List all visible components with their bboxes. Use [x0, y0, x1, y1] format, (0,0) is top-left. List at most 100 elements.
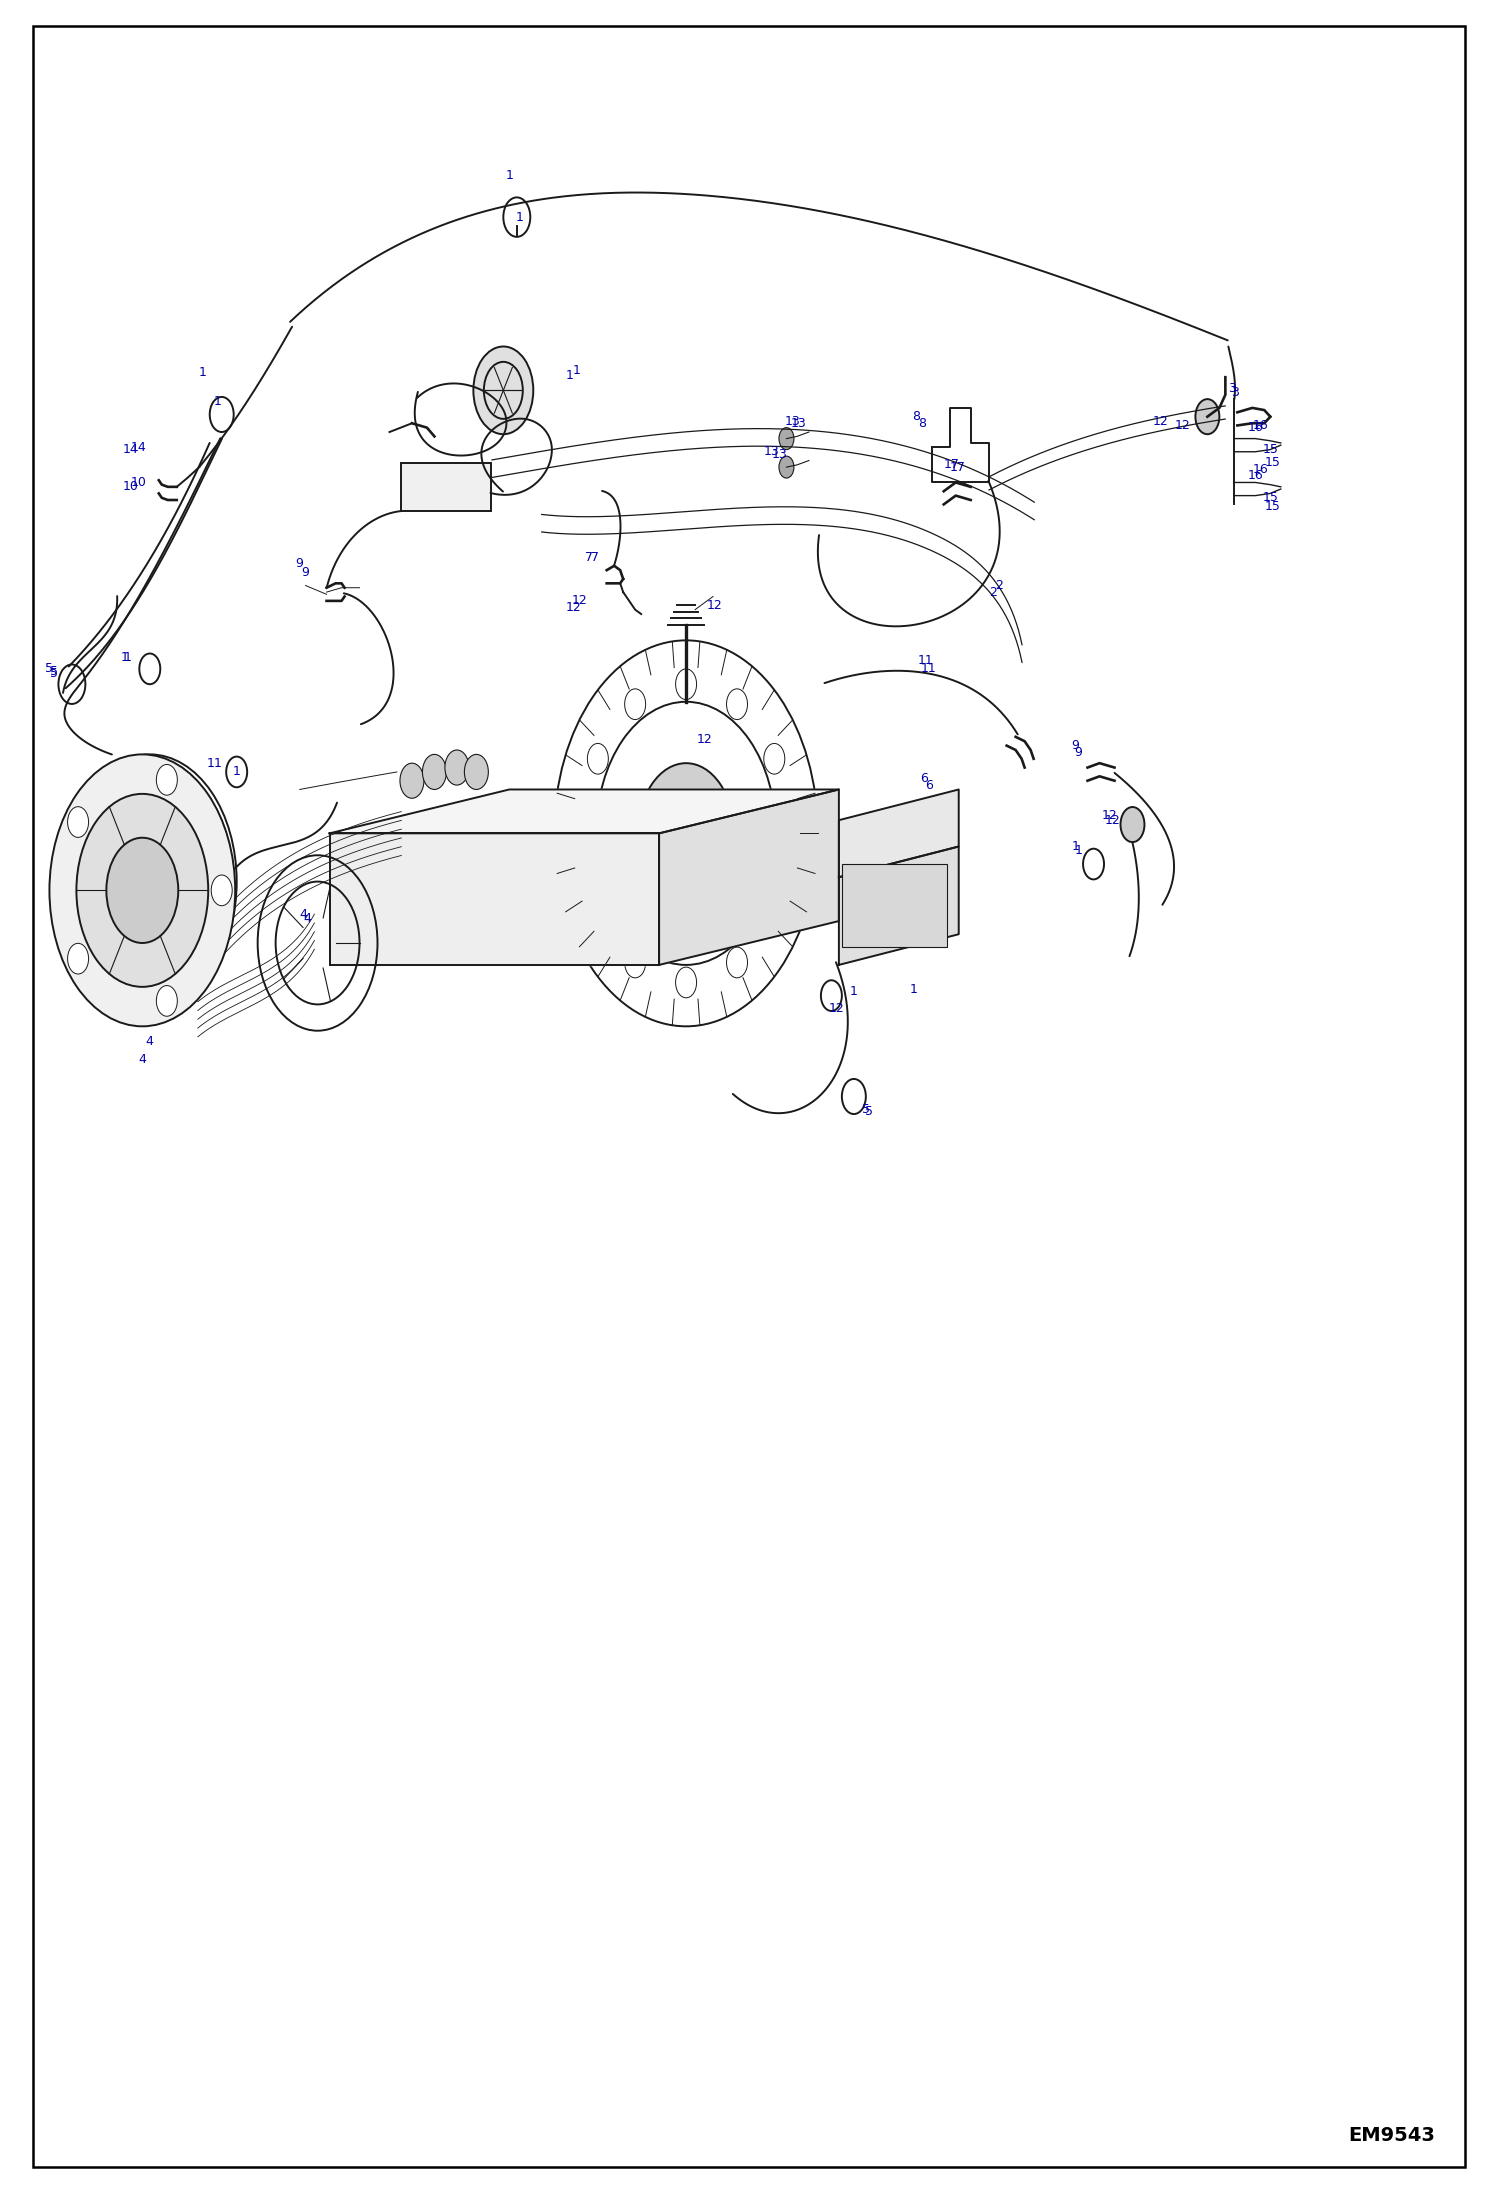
Text: 3: 3 [1228, 382, 1236, 395]
Text: 2: 2 [989, 586, 996, 599]
Text: 9: 9 [1071, 739, 1080, 752]
Text: 1: 1 [214, 395, 222, 408]
Circle shape [81, 932, 99, 958]
Text: 14: 14 [130, 441, 147, 454]
Circle shape [777, 818, 798, 849]
Text: 12: 12 [1152, 414, 1168, 428]
Text: 6: 6 [920, 772, 929, 785]
Text: 4: 4 [304, 912, 312, 925]
Circle shape [106, 838, 178, 943]
Circle shape [727, 689, 748, 719]
Text: 15: 15 [1263, 491, 1279, 504]
Circle shape [1121, 807, 1144, 842]
Circle shape [638, 763, 734, 904]
Text: 1: 1 [909, 982, 918, 996]
Text: 9: 9 [295, 557, 304, 570]
Text: 4: 4 [145, 1035, 154, 1048]
Text: 12: 12 [828, 1002, 845, 1015]
Circle shape [764, 743, 785, 774]
Bar [401, 463, 491, 511]
Text: 12: 12 [707, 599, 724, 612]
Text: 1: 1 [849, 985, 857, 998]
Text: 8: 8 [918, 417, 926, 430]
Circle shape [587, 743, 608, 774]
Text: 3: 3 [1231, 386, 1239, 399]
Circle shape [625, 947, 646, 978]
Circle shape [676, 669, 697, 700]
Text: 12: 12 [1104, 814, 1121, 827]
Circle shape [163, 765, 181, 792]
Text: 1: 1 [1071, 840, 1080, 853]
Circle shape [422, 754, 446, 789]
Text: 1: 1 [515, 211, 524, 224]
Text: 12: 12 [571, 594, 587, 607]
Circle shape [676, 967, 697, 998]
Circle shape [67, 807, 88, 838]
Text: 8: 8 [912, 410, 920, 423]
Circle shape [587, 893, 608, 923]
Text: 1: 1 [572, 364, 581, 377]
Text: 5: 5 [49, 667, 58, 680]
Circle shape [156, 985, 177, 1015]
Polygon shape [659, 789, 839, 965]
Circle shape [473, 346, 533, 434]
Text: 16: 16 [1252, 419, 1269, 432]
Text: 12: 12 [1101, 809, 1118, 822]
Text: 13: 13 [764, 445, 780, 458]
Circle shape [445, 750, 469, 785]
Text: 16: 16 [1252, 463, 1269, 476]
Text: 15: 15 [1264, 456, 1281, 469]
Text: 5: 5 [49, 664, 58, 678]
Text: 11: 11 [921, 662, 936, 675]
Text: 13: 13 [771, 447, 788, 461]
Circle shape [625, 689, 646, 719]
Text: 1: 1 [207, 757, 214, 770]
Text: 9: 9 [301, 566, 310, 579]
Text: 11: 11 [918, 654, 933, 667]
Text: 14: 14 [123, 443, 139, 456]
Text: 10: 10 [123, 480, 139, 493]
Text: 4: 4 [300, 908, 307, 921]
Text: 1: 1 [124, 651, 132, 664]
Polygon shape [839, 789, 959, 877]
Circle shape [779, 456, 794, 478]
Polygon shape [330, 833, 659, 965]
Text: 1: 1 [505, 169, 514, 182]
Text: 1: 1 [232, 765, 241, 779]
Circle shape [156, 765, 177, 796]
Circle shape [779, 428, 794, 450]
Bar [842, 864, 947, 947]
Text: 9: 9 [1074, 746, 1083, 759]
Text: 2: 2 [995, 579, 1002, 592]
Text: 1: 1 [199, 366, 207, 379]
Text: 4: 4 [108, 930, 117, 943]
Polygon shape [330, 789, 839, 833]
Text: 15: 15 [1264, 500, 1281, 513]
Text: 1: 1 [121, 651, 129, 664]
Circle shape [214, 868, 232, 895]
Circle shape [67, 943, 88, 974]
Text: 13: 13 [785, 414, 801, 428]
Circle shape [81, 805, 99, 831]
Text: 6: 6 [924, 779, 933, 792]
Text: EM9543: EM9543 [1348, 2125, 1435, 2145]
Text: 16: 16 [1248, 469, 1264, 482]
Text: 7: 7 [592, 550, 599, 564]
Circle shape [400, 763, 424, 798]
Text: 7: 7 [586, 550, 593, 564]
Circle shape [49, 754, 235, 1026]
Circle shape [574, 818, 595, 849]
Circle shape [163, 971, 181, 998]
Text: 1: 1 [1074, 844, 1083, 857]
Text: 17: 17 [950, 461, 966, 474]
Circle shape [764, 893, 785, 923]
Circle shape [76, 794, 208, 987]
Text: 15: 15 [1263, 443, 1279, 456]
Text: 12: 12 [565, 601, 581, 614]
Circle shape [1195, 399, 1219, 434]
Text: 13: 13 [791, 417, 807, 430]
Text: 1: 1 [214, 757, 222, 770]
Text: 1: 1 [565, 368, 574, 382]
Text: 10: 10 [130, 476, 147, 489]
Text: 4: 4 [138, 1053, 147, 1066]
